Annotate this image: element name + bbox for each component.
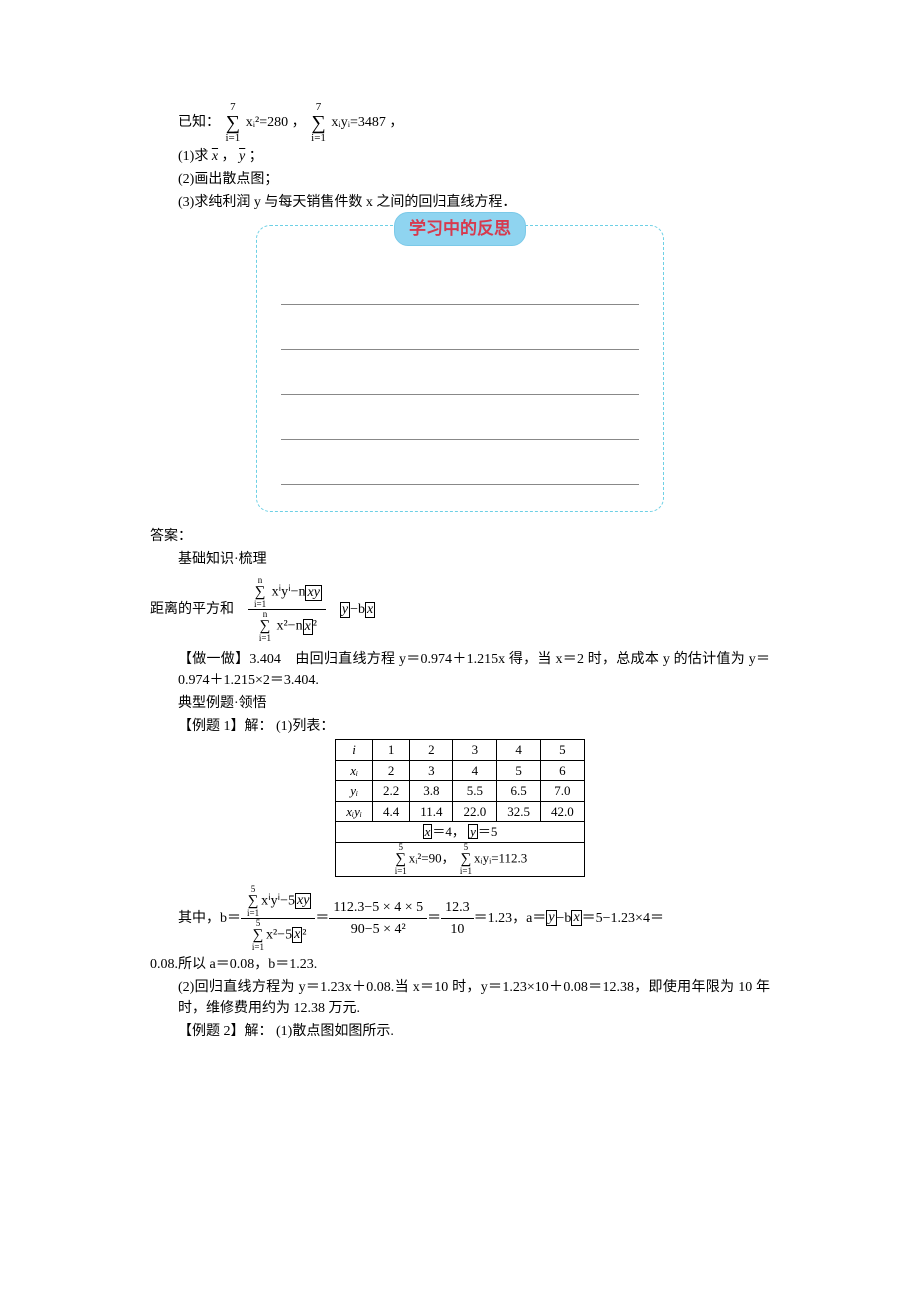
example2-head: 【例题 2】解： (1)散点图如图所示. [150, 1021, 770, 1042]
table-row: yᵢ 2.2 3.8 5.5 6.5 7.0 [336, 781, 584, 802]
sum1-expr: xᵢ²=280 ， [246, 115, 306, 130]
data-table: i 1 2 3 4 5 xᵢ 2 3 4 5 6 yᵢ 2.2 3.8 5.5 … [335, 739, 584, 877]
sigma-1: 7 ∑ i=1 [226, 102, 241, 144]
example1-head: 【例题 1】解： (1)列表： [150, 716, 770, 737]
given-prefix: 已知： [178, 115, 220, 130]
calc-fraction-2: 112.3−5 × 4 × 5 90−5 × 4² [329, 897, 427, 940]
problem-q2: (2)画出散点图； [150, 169, 770, 190]
reflection-line [281, 311, 639, 350]
table-row: xᵢ 2 3 4 5 6 [336, 760, 584, 781]
table-row: i 1 2 3 4 5 [336, 740, 584, 761]
reflection-line [281, 356, 639, 395]
calc-fraction-3: 12.3 10 [441, 897, 474, 940]
sigma-2: 7 ∑ i=1 [311, 102, 326, 144]
section-basics: 基础知识·梳理 [150, 549, 770, 570]
after-fraction: y−bx [340, 599, 375, 620]
calculation-line-2: 0.08.所以 a＝0.08，b＝1.23. [150, 954, 770, 975]
reflection-title: 学习中的反思 [394, 212, 526, 246]
section-examples: 典型例题·领悟 [150, 693, 770, 714]
example1-q2: (2)回归直线方程为 y＝1.23x＋0.08.当 x＝10 时，y＝1.23×… [150, 977, 770, 1019]
zuoyizuo: 【做一做】3.404 由回归直线方程 y＝0.974＋1.215x 得，当 x＝… [150, 649, 770, 691]
main-fraction: n ∑ i=1 xⁱyⁱ−nxy n ∑ i=1 x²−nx² [248, 576, 326, 643]
table-summary-row: x＝4， y＝5 [336, 822, 584, 843]
problem-given: 已知： 7 ∑ i=1 xᵢ²=280 ， 7 ∑ i=1 xᵢyᵢ=3487 … [150, 102, 770, 144]
problem-q3: (3)求纯利润 y 与每天销售件数 x 之间的回归直线方程． [150, 192, 770, 213]
table-row: xᵢyᵢ 4.4 11.4 22.0 32.5 42.0 [336, 801, 584, 822]
problem-q1: (1)求 x ， y ； [150, 146, 770, 167]
sum2-expr: xᵢyᵢ=3487 ， [331, 115, 403, 130]
calc-fraction-1: 5 ∑ i=1 xⁱyⁱ−5xy 5 ∑ i=1 x²−5x² [241, 885, 315, 952]
reflection-line [281, 446, 639, 485]
table-summary-row: 5 ∑ i=1 xᵢ²=90， 5 ∑ i=1 xᵢyᵢ=112.3 [336, 842, 584, 876]
reflection-box: 学习中的反思 [256, 225, 664, 512]
reflection-line [281, 401, 639, 440]
formula-row: 距离的平方和 n ∑ i=1 xⁱyⁱ−nxy n ∑ i=1 x²−nx² [150, 576, 770, 643]
reflection-line [281, 266, 639, 305]
document-page: 已知： 7 ∑ i=1 xᵢ²=280 ， 7 ∑ i=1 xᵢyᵢ=3487 … [0, 0, 920, 1302]
calculation-line: 其中，b＝ 5 ∑ i=1 xⁱyⁱ−5xy 5 ∑ i=1 x²−5x² ＝ … [150, 885, 770, 952]
answers-heading: 答案： [150, 526, 770, 547]
